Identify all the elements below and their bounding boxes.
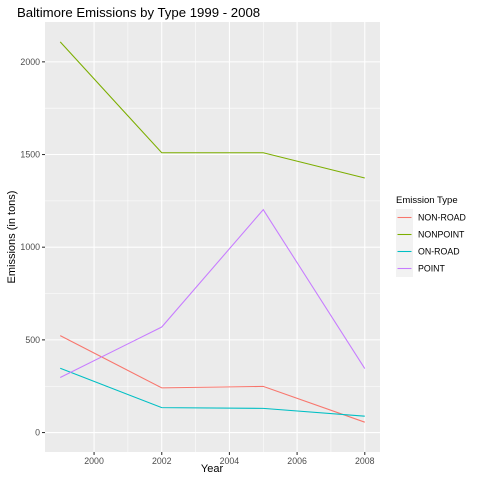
legend-label: POINT <box>418 264 446 274</box>
axes: 2000 2002 2004 2006 2008 0 500 1000 1500 2000 <box>20 57 374 466</box>
y-tick-label: 500 <box>25 335 40 345</box>
y-tick-label: 2000 <box>20 57 40 67</box>
y-tick-label: 1000 <box>20 242 40 252</box>
x-tick-label: 2000 <box>84 456 104 466</box>
x-axis-title: Year <box>201 463 224 475</box>
series-line-nonpoint <box>59 41 365 179</box>
legend-item-on-road: ON-ROAD <box>396 243 460 260</box>
grid <box>45 22 380 452</box>
legend-item-point: POINT <box>396 260 446 277</box>
series-line-point <box>59 208 366 379</box>
legend: Emission Type NON-ROAD NONPOINT ON-ROAD POI… <box>396 195 466 277</box>
series-line-on-road <box>60 367 365 417</box>
y-tick-label: 1500 <box>20 150 40 160</box>
chart-title: Baltimore Emissions by Type 1999 - 2008 <box>17 5 260 20</box>
legend-label: NON-ROAD <box>418 213 466 223</box>
legend-title: Emission Type <box>396 195 458 206</box>
legend-label: ON-ROAD <box>418 247 460 257</box>
legend-label: NONPOINT <box>418 230 465 240</box>
x-tick-label: 2004 <box>220 456 240 466</box>
legend-items: NON-ROAD NONPOINT ON-ROAD POINT <box>396 209 466 277</box>
x-tick-label: 2006 <box>287 456 307 466</box>
series-lines <box>59 41 366 423</box>
plot-panel <box>45 22 380 452</box>
y-axis-title: Emissions (in tons) <box>6 191 18 284</box>
series-line-non-road <box>59 335 365 423</box>
x-tick-label: 2008 <box>355 456 375 466</box>
legend-item-non-road: NON-ROAD <box>396 209 466 226</box>
x-tick-label: 2002 <box>152 456 172 466</box>
legend-item-nonpoint: NONPOINT <box>396 226 465 243</box>
y-tick-label: 0 <box>35 428 40 438</box>
